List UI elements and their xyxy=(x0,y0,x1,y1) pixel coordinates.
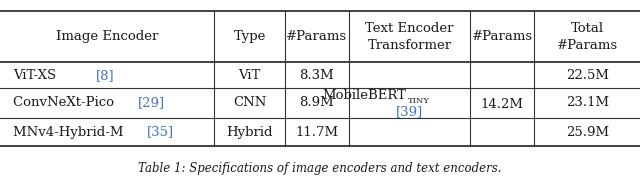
Text: [39]: [39] xyxy=(396,105,423,118)
Text: [35]: [35] xyxy=(147,125,174,139)
Text: 25.9M: 25.9M xyxy=(566,125,609,139)
Text: 22.5M: 22.5M xyxy=(566,69,609,82)
Text: ViT-XS: ViT-XS xyxy=(13,69,60,82)
Text: #Params: #Params xyxy=(472,30,533,43)
Text: Table 1: Specifications of image encoders and text encoders.: Table 1: Specifications of image encoder… xyxy=(138,162,502,175)
Text: MobileBERT: MobileBERT xyxy=(323,89,406,102)
Text: 8.3M: 8.3M xyxy=(300,69,334,82)
Text: 14.2M: 14.2M xyxy=(481,98,524,111)
Text: #Params: #Params xyxy=(557,39,618,52)
Text: ViT: ViT xyxy=(239,69,260,82)
Text: ConvNeXt-Pico: ConvNeXt-Pico xyxy=(13,96,118,109)
Text: Transformer: Transformer xyxy=(367,39,452,52)
Text: Text Encoder: Text Encoder xyxy=(365,22,454,35)
Text: Hybrid: Hybrid xyxy=(227,125,273,139)
Text: Image Encoder: Image Encoder xyxy=(56,30,158,43)
Text: MNv4-Hybrid-M: MNv4-Hybrid-M xyxy=(13,125,127,139)
Text: Total: Total xyxy=(571,22,604,35)
Text: Type: Type xyxy=(234,30,266,43)
Text: 23.1M: 23.1M xyxy=(566,96,609,109)
Text: 11.7M: 11.7M xyxy=(295,125,339,139)
Text: #Params: #Params xyxy=(286,30,348,43)
Text: [29]: [29] xyxy=(138,96,164,109)
Text: TINY: TINY xyxy=(408,97,429,105)
Text: [8]: [8] xyxy=(96,69,115,82)
Text: 8.9M: 8.9M xyxy=(300,96,334,109)
Text: CNN: CNN xyxy=(233,96,266,109)
